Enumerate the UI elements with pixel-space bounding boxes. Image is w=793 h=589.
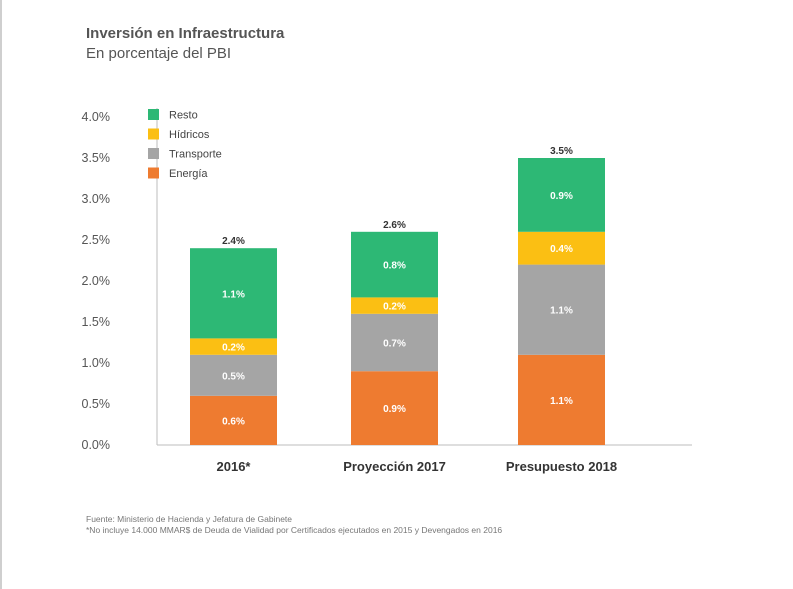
segment-value-label: 0.5% (222, 371, 245, 382)
segment-value-label: 0.2% (222, 343, 245, 354)
y-tick-label: 0.0% (82, 438, 111, 452)
y-tick-label: 3.0% (82, 192, 111, 206)
y-tick-label: 3.5% (82, 151, 111, 165)
y-tick-label: 1.5% (82, 315, 111, 329)
segment-value-label: 1.1% (222, 289, 245, 300)
y-tick-label: 1.0% (82, 356, 111, 370)
segment-value-label: 0.4% (550, 244, 573, 255)
y-tick-label: 2.0% (82, 274, 111, 288)
segment-value-label: 1.1% (550, 396, 573, 407)
bar-segment (190, 354, 277, 396)
bar-segment (518, 158, 605, 232)
category-label: Proyección 2017 (343, 459, 446, 474)
category-label: Presupuesto 2018 (506, 459, 617, 474)
bar-total-label: 3.5% (550, 146, 573, 157)
legend-swatch (148, 109, 159, 120)
y-tick-label: 4.0% (82, 110, 111, 124)
exclusion-footnote: *No incluye 14.000 MMAR$ de Deuda de Via… (86, 525, 503, 535)
bar-segment (351, 313, 438, 372)
segment-value-label: 0.9% (383, 404, 406, 415)
source-footnote: Fuente: Ministerio de Hacienda y Jefatur… (86, 514, 293, 524)
bar-segment (518, 231, 605, 265)
bar-total-label: 2.6% (383, 220, 406, 231)
category-label: 2016* (217, 459, 252, 474)
legend-label: Hídricos (169, 129, 210, 141)
y-tick-label: 0.5% (82, 397, 111, 411)
page-left-border (0, 0, 2, 589)
segment-value-label: 0.8% (383, 261, 406, 272)
legend-swatch (148, 128, 159, 140)
legend-swatch (148, 148, 159, 159)
segment-value-label: 1.1% (550, 306, 573, 317)
bar-segment (351, 371, 438, 445)
bar-segment (351, 231, 438, 298)
chart-title: Inversión en Infraestructura (86, 25, 285, 42)
segment-value-label: 0.9% (550, 191, 573, 202)
chart-subtitle: En porcentaje del PBI (86, 45, 232, 62)
bar-segment (518, 354, 605, 445)
segment-value-label: 0.2% (383, 302, 406, 313)
legend-label: Resto (169, 110, 198, 122)
bar-segment (190, 338, 277, 355)
bar-segment (518, 264, 605, 355)
bar-total-label: 2.4% (222, 236, 245, 247)
legend-label: Transporte (169, 149, 222, 161)
bar-segment (190, 248, 277, 339)
y-tick-label: 2.5% (82, 233, 111, 247)
segment-value-label: 0.7% (383, 339, 406, 350)
bar-segment (351, 297, 438, 314)
legend-label: Energía (169, 168, 208, 180)
segment-value-label: 0.6% (222, 416, 245, 427)
bar-segment (190, 395, 277, 445)
legend-swatch (148, 167, 159, 179)
